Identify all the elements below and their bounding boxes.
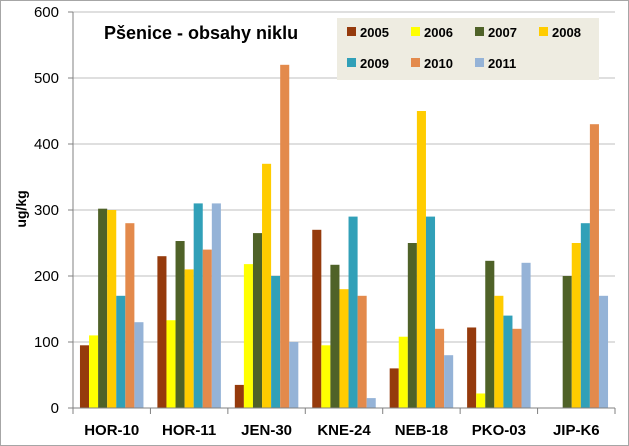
bar-2007-KNE-24: [330, 264, 340, 408]
bar-2006-PKO-03: [476, 393, 486, 408]
bar-2008-JIP-K6: [571, 243, 581, 408]
bar-2007-PKO-03: [485, 260, 495, 408]
axes: [68, 11, 616, 414]
bar-2011-KNE-24: [366, 398, 376, 408]
bar-2006-JEN-30: [243, 264, 253, 408]
bar-2009-JEN-30: [271, 276, 281, 408]
y-tick-label: 500: [34, 70, 59, 87]
bar-2007-JIP-K6: [562, 276, 572, 408]
bar-2009-KNE-24: [348, 216, 358, 408]
bar-2010-HOR-10: [125, 223, 135, 408]
legend-label: 2009: [360, 56, 389, 71]
y-tick-label: 300: [34, 202, 59, 219]
bar-2005-JEN-30: [234, 384, 244, 408]
x-category-label: JIP-K6: [553, 422, 600, 439]
x-category-label: HOR-11: [162, 422, 216, 439]
bar-2008-KNE-24: [339, 289, 349, 408]
y-tick-labels: 0 100 200 300 400 500 600: [34, 4, 59, 417]
chart-title: Pšenice - obsahy niklu: [104, 23, 298, 43]
legend-box: [337, 18, 599, 80]
bar-2007-HOR-11: [175, 241, 185, 408]
bar-2011-HOR-10: [134, 322, 144, 408]
bar-2007-NEB-18: [407, 243, 417, 408]
bar-2011-NEB-18: [444, 355, 454, 408]
bar-2008-NEB-18: [416, 111, 426, 408]
y-tick-label: 400: [34, 136, 59, 153]
bar-2005-KNE-24: [312, 229, 322, 408]
legend-swatch: [475, 27, 484, 36]
bar-2009-NEB-18: [425, 216, 436, 408]
y-tick-label: 600: [34, 4, 59, 21]
bar-2010-KNE-24: [357, 295, 367, 408]
x-category-label: NEB-18: [395, 422, 448, 439]
legend: 2005 2006 2007 2008 2009 2010 2011: [347, 25, 581, 71]
bar-2011-HOR-11: [211, 203, 221, 408]
bar-2010-JEN-30: [280, 64, 290, 409]
bar-2008-JEN-30: [262, 163, 272, 408]
legend-label: 2011: [488, 56, 516, 71]
bar-2008-PKO-03: [494, 295, 504, 408]
bar-2009-HOR-10: [116, 295, 126, 408]
y-tick-label: 100: [34, 334, 59, 351]
bar-2010-PKO-03: [512, 328, 522, 408]
legend-label: 2007: [488, 25, 517, 40]
legend-swatch: [411, 27, 420, 36]
bar-2005-HOR-11: [157, 256, 167, 408]
x-category-label: KNE-24: [317, 422, 371, 439]
legend-label: 2008: [552, 25, 581, 40]
bar-2006-HOR-10: [89, 335, 99, 408]
bar-2010-HOR-11: [202, 249, 212, 408]
x-category-label: HOR-10: [84, 422, 139, 439]
bar-2008-HOR-11: [184, 269, 194, 408]
legend-swatch: [347, 27, 356, 36]
bar-2006-KNE-24: [321, 345, 331, 408]
legend-swatch: [347, 58, 356, 67]
bar-2011-JIP-K6: [598, 295, 609, 408]
x-category-labels: HOR-10 HOR-11 JEN-30 KNE-24 NEB-18 PKO-03 JIP-…: [84, 422, 599, 439]
legend-label: 2010: [424, 56, 453, 71]
bar-2006-HOR-11: [166, 320, 176, 408]
legend-label: 2006: [424, 25, 453, 40]
bar-2011-PKO-03: [521, 262, 531, 408]
legend-swatch: [475, 58, 484, 67]
bar-2010-NEB-18: [435, 328, 445, 408]
bar-2005-HOR-10: [79, 345, 90, 408]
bars: [79, 64, 609, 409]
y-tick-label: 0: [51, 400, 59, 417]
bar-2009-PKO-03: [503, 315, 513, 408]
legend-swatch: [411, 58, 420, 67]
y-axis-label: ug/kg: [13, 190, 29, 227]
bar-2008-HOR-10: [107, 210, 117, 408]
x-category-label: JEN-30: [241, 422, 292, 439]
x-category-label: PKO-03: [472, 422, 526, 439]
bar-2011-JEN-30: [289, 342, 299, 408]
bar-2009-HOR-11: [193, 203, 203, 408]
legend-swatch: [539, 27, 548, 36]
legend-label: 2005: [360, 25, 389, 40]
bar-2006-NEB-18: [398, 336, 408, 408]
bar-2009-JIP-K6: [580, 223, 590, 408]
bar-2007-JEN-30: [252, 233, 263, 408]
bar-2007-HOR-10: [98, 208, 108, 408]
bar-2010-JIP-K6: [589, 124, 599, 408]
bar-2005-PKO-03: [467, 327, 477, 408]
bar-2005-NEB-18: [389, 368, 399, 408]
y-tick-label: 200: [34, 268, 59, 285]
